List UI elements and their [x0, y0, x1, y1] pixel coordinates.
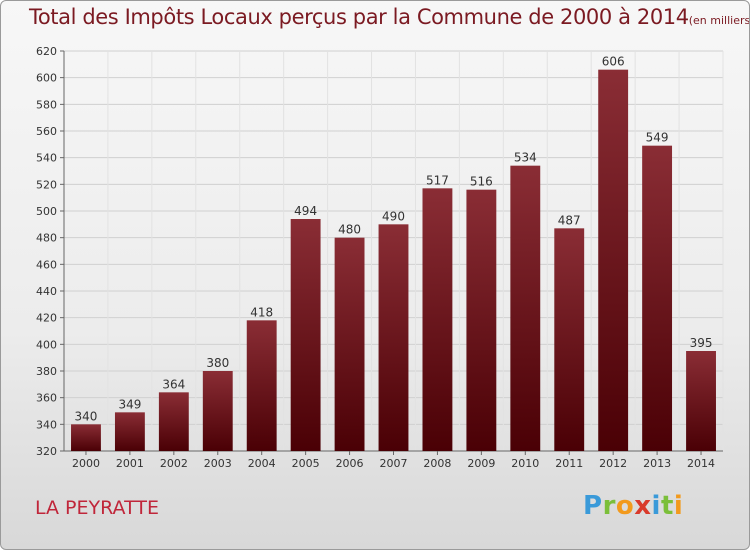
- value-label-2003: 380: [206, 356, 229, 370]
- y-tick-label: 400: [36, 338, 57, 351]
- x-tick-label-2004: 2004: [248, 457, 276, 470]
- value-label-2009: 516: [470, 175, 493, 189]
- bar-2014: [686, 351, 716, 451]
- bar-2002: [158, 392, 189, 451]
- x-tick-label-2013: 2013: [643, 457, 671, 470]
- y-tick-label: 440: [36, 285, 57, 298]
- y-tick-label: 460: [36, 258, 57, 271]
- x-tick-label-2014: 2014: [687, 457, 715, 470]
- bar-2005: [290, 219, 321, 451]
- y-tick-label: 320: [36, 445, 57, 458]
- value-label-2000: 340: [75, 409, 98, 423]
- commune-name: LA PEYRATTE: [35, 497, 159, 519]
- bar-2004: [246, 320, 277, 451]
- bar-2006: [334, 237, 365, 451]
- x-tick-label-2007: 2007: [380, 457, 408, 470]
- y-tick-label: 340: [36, 418, 57, 431]
- proxiti-logo: Proxiti: [583, 491, 684, 521]
- value-label-2006: 480: [338, 223, 361, 237]
- x-tick-label-2010: 2010: [511, 457, 539, 470]
- x-tick-label-2011: 2011: [555, 457, 583, 470]
- x-tick-label-2003: 2003: [204, 457, 232, 470]
- bar-2008: [422, 188, 453, 452]
- value-label-2011: 487: [558, 213, 581, 227]
- chart-title-text: Total des Impôts Locaux perçus par la Co…: [29, 5, 689, 29]
- value-label-2014: 395: [690, 336, 713, 350]
- y-tick-label: 380: [36, 365, 57, 378]
- labels: 320 340 360 380 400 420 440 460 480 500 520 540 560 5…: [36, 45, 715, 470]
- bar-2003: [202, 371, 233, 451]
- bar-2009: [466, 189, 497, 451]
- y-tick-label: 540: [36, 152, 57, 165]
- value-label-2008: 517: [426, 173, 449, 187]
- x-tick-label-2009: 2009: [467, 457, 495, 470]
- y-tick-label: 420: [36, 312, 57, 325]
- chart-title: Total des Impôts Locaux perçus par la Co…: [29, 5, 750, 29]
- chart-title-unit: (en milliers d'€): [688, 14, 750, 27]
- y-tick-label: 600: [36, 72, 57, 85]
- value-label-2001: 349: [118, 397, 141, 411]
- x-tick-label-2001: 2001: [116, 457, 144, 470]
- y-tick-label: 480: [36, 232, 57, 245]
- x-tick-label-2008: 2008: [423, 457, 451, 470]
- bars: [71, 69, 716, 452]
- y-tick-label: 520: [36, 178, 57, 191]
- value-label-2002: 364: [162, 377, 185, 391]
- x-tick-label-2006: 2006: [336, 457, 364, 470]
- bar-2013: [642, 145, 673, 451]
- bar-2001: [114, 412, 145, 451]
- value-label-2004: 418: [250, 305, 273, 319]
- y-tick-label: 580: [36, 98, 57, 111]
- y-tick-label: 360: [36, 392, 57, 405]
- bar-2010: [510, 165, 541, 451]
- bar-2011: [554, 228, 585, 451]
- bar-2012: [598, 69, 629, 452]
- y-tick-label: 500: [36, 205, 57, 218]
- x-tick-label-2005: 2005: [292, 457, 320, 470]
- bar-2000: [71, 424, 101, 451]
- x-tick-label-2012: 2012: [599, 457, 627, 470]
- y-tick-label: 620: [36, 45, 57, 58]
- value-label-2012: 606: [602, 55, 625, 69]
- value-label-2010: 534: [514, 151, 537, 165]
- value-label-2013: 549: [646, 131, 669, 145]
- value-label-2005: 494: [294, 204, 317, 218]
- y-tick-label: 560: [36, 125, 57, 138]
- x-tick-label-2000: 2000: [72, 457, 100, 470]
- value-label-2007: 490: [382, 209, 405, 223]
- x-tick-label-2002: 2002: [160, 457, 188, 470]
- bar-2007: [378, 224, 409, 451]
